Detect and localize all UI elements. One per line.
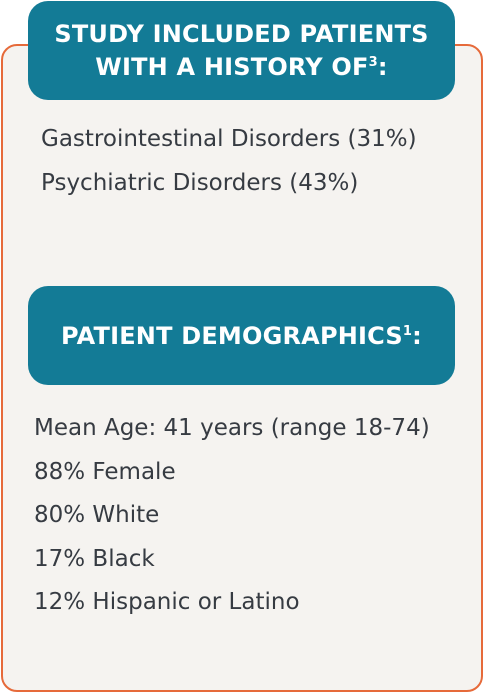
history-heading-ref: 3 [368,54,378,70]
list-item: Gastrointestinal Disorders (31%) [41,126,417,152]
list-item: Mean Age: 41 years (range 18-74) [34,415,430,441]
history-heading-suffix: : [377,52,388,81]
history-heading: STUDY INCLUDED PATIENTS WITH A HISTORY O… [54,18,428,84]
demographics-heading-text: PATIENT DEMOGRAPHICS [61,321,403,350]
demographics-heading-suffix: : [412,321,422,350]
demographics-heading-ref: 1 [402,323,413,339]
history-list: Gastrointestinal Disorders (31%) Psychia… [41,118,417,205]
list-item: 80% White [34,502,160,528]
history-heading-line2: WITH A HISTORY OF [95,52,369,81]
demographics-list: Mean Age: 41 years (range 18-74) 88% Fem… [34,407,430,625]
list-item: Psychiatric Disorders (43%) [41,169,359,196]
history-heading-banner: STUDY INCLUDED PATIENTS WITH A HISTORY O… [28,1,455,100]
list-item: 12% Hispanic or Latino [34,589,300,615]
demographics-heading-banner: PATIENT DEMOGRAPHICS1: [28,286,455,385]
demographics-heading: PATIENT DEMOGRAPHICS1: [61,321,422,351]
list-item: 88% Female [34,458,176,485]
list-item: 17% Black [34,545,155,572]
history-heading-line1: STUDY INCLUDED PATIENTS [54,19,429,48]
